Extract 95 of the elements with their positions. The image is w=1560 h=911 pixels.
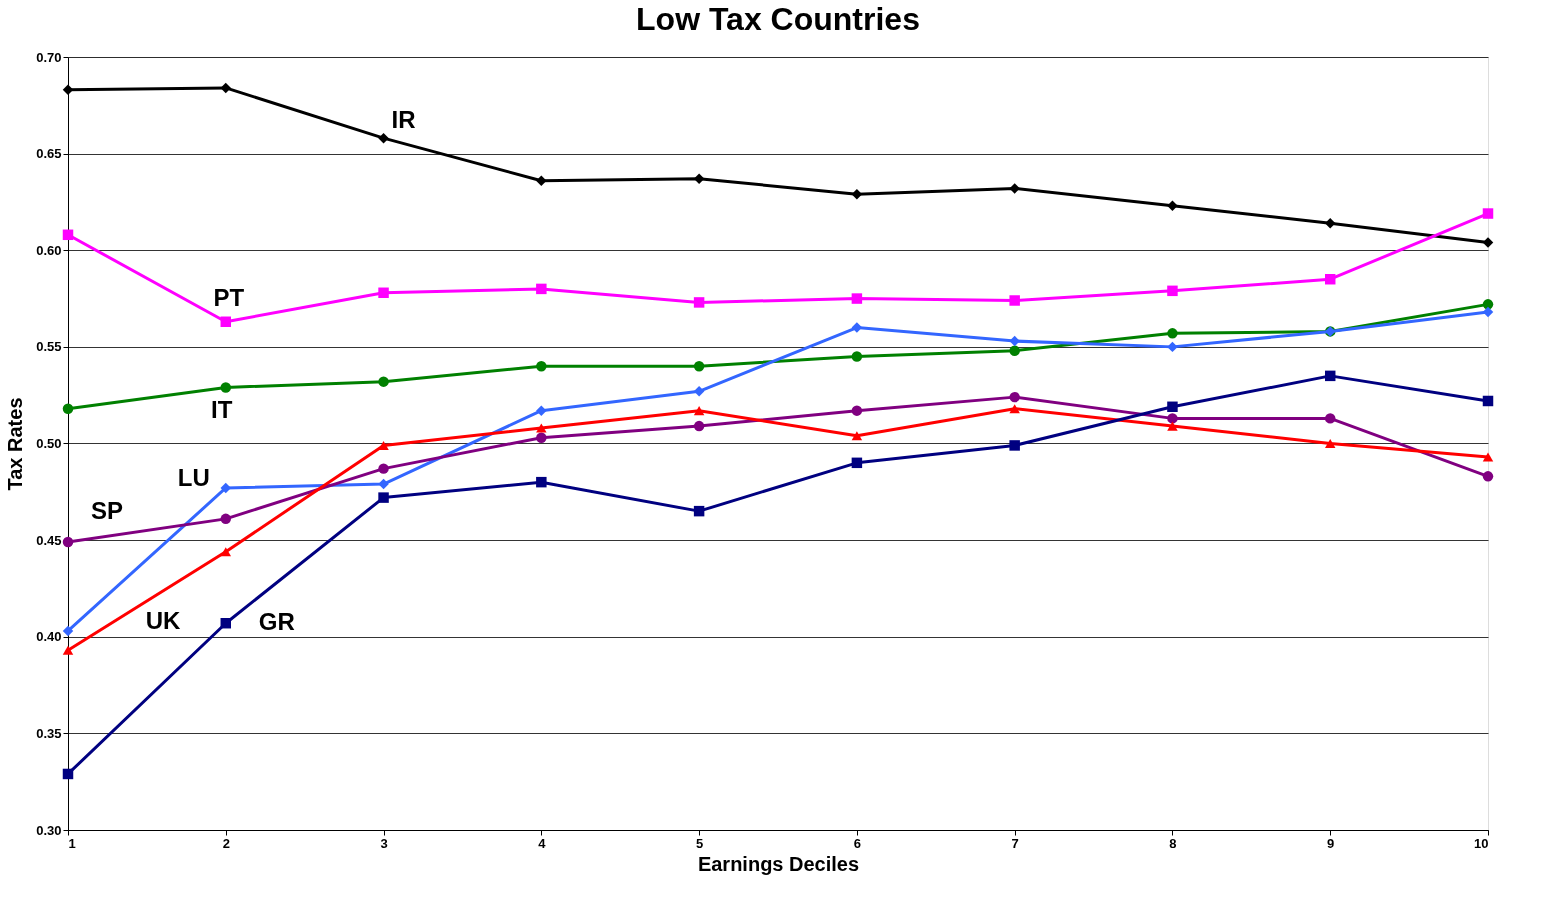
- y-tick-label: 0.40: [36, 629, 62, 645]
- point: [536, 360, 547, 372]
- point: [62, 645, 74, 655]
- point: [1009, 345, 1020, 356]
- point: [378, 440, 389, 450]
- y-axis-title: Tax Rates: [4, 397, 27, 491]
- y-tick-label: 0.60: [36, 242, 62, 258]
- chart-title: Low Tax Countries: [636, 1, 920, 37]
- point: [536, 283, 547, 295]
- point: [851, 351, 863, 362]
- point: [536, 423, 547, 433]
- y-tick-label: 0.50: [36, 436, 62, 451]
- point: [693, 505, 705, 517]
- point: [1482, 452, 1494, 462]
- series-label: LU: [177, 463, 210, 491]
- point: [1324, 370, 1336, 382]
- series-label: GR: [258, 608, 295, 636]
- point: [536, 175, 547, 186]
- point: [851, 322, 863, 333]
- x-tick-label: 9: [1327, 835, 1335, 851]
- point: [378, 478, 389, 490]
- point: [62, 229, 74, 241]
- point: [851, 293, 863, 304]
- point: [220, 547, 232, 557]
- x-tick-label: 2: [222, 835, 230, 851]
- point: [1009, 404, 1020, 414]
- y-tick-label: 0.70: [36, 49, 62, 65]
- point: [378, 132, 389, 144]
- series-label: UK: [145, 607, 181, 635]
- point: [1324, 273, 1336, 285]
- point: [1482, 471, 1494, 482]
- point: [693, 297, 705, 308]
- point: [1482, 208, 1494, 219]
- point: [1009, 391, 1020, 403]
- x-tick-label: 3: [380, 835, 388, 851]
- point: [62, 84, 74, 96]
- point: [220, 82, 232, 94]
- point: [693, 173, 705, 184]
- series-label: IT: [211, 396, 233, 424]
- point: [536, 432, 547, 443]
- point: [693, 386, 705, 397]
- y-tick-label: 0.35: [36, 725, 62, 741]
- point: [220, 513, 232, 525]
- point: [1482, 306, 1494, 318]
- point: [1167, 341, 1178, 353]
- point: [1009, 295, 1020, 306]
- point: [1167, 285, 1178, 297]
- point: [693, 420, 705, 432]
- point: [536, 405, 547, 416]
- series-label: SP: [90, 497, 124, 525]
- y-tick-label: 0.30: [36, 822, 62, 838]
- point: [1324, 438, 1336, 449]
- x-tick-label: 6: [853, 835, 862, 851]
- point: [1324, 217, 1336, 229]
- point: [62, 768, 74, 780]
- point: [62, 625, 74, 637]
- series-label: PT: [213, 283, 245, 311]
- point: [62, 403, 74, 414]
- point: [851, 457, 863, 469]
- x-tick-label: 1: [68, 835, 76, 851]
- point: [1324, 413, 1336, 424]
- point: [378, 492, 389, 503]
- point: [851, 405, 863, 416]
- point: [693, 406, 705, 416]
- point: [378, 463, 389, 474]
- point: [1009, 183, 1020, 194]
- x-tick-label: 7: [1011, 835, 1019, 851]
- series-label: IR: [391, 106, 416, 134]
- point: [62, 536, 74, 548]
- point: [378, 287, 389, 299]
- point: [1167, 200, 1178, 212]
- y-tick-label: 0.55: [36, 339, 62, 355]
- x-tick-label: 5: [695, 835, 704, 851]
- y-tick-label: 0.45: [36, 532, 62, 548]
- point: [220, 316, 232, 327]
- point: [1167, 328, 1178, 339]
- point: [1167, 401, 1178, 413]
- point: [1482, 237, 1494, 248]
- y-tick-label: 0.65: [36, 146, 62, 162]
- point: [1482, 395, 1494, 407]
- point: [378, 376, 389, 387]
- point: [1167, 413, 1178, 424]
- point: [1009, 440, 1020, 451]
- point: [693, 360, 705, 372]
- point: [1009, 335, 1020, 347]
- x-tick-label: 8: [1169, 835, 1177, 851]
- x-tick-label: 10: [1474, 835, 1489, 851]
- point: [220, 617, 232, 629]
- point: [851, 431, 863, 441]
- point: [1167, 421, 1178, 431]
- point: [536, 476, 547, 488]
- x-axis-title: Earnings Deciles: [697, 852, 860, 875]
- point: [851, 188, 863, 200]
- point: [220, 382, 232, 393]
- x-tick-label: 4: [538, 835, 547, 851]
